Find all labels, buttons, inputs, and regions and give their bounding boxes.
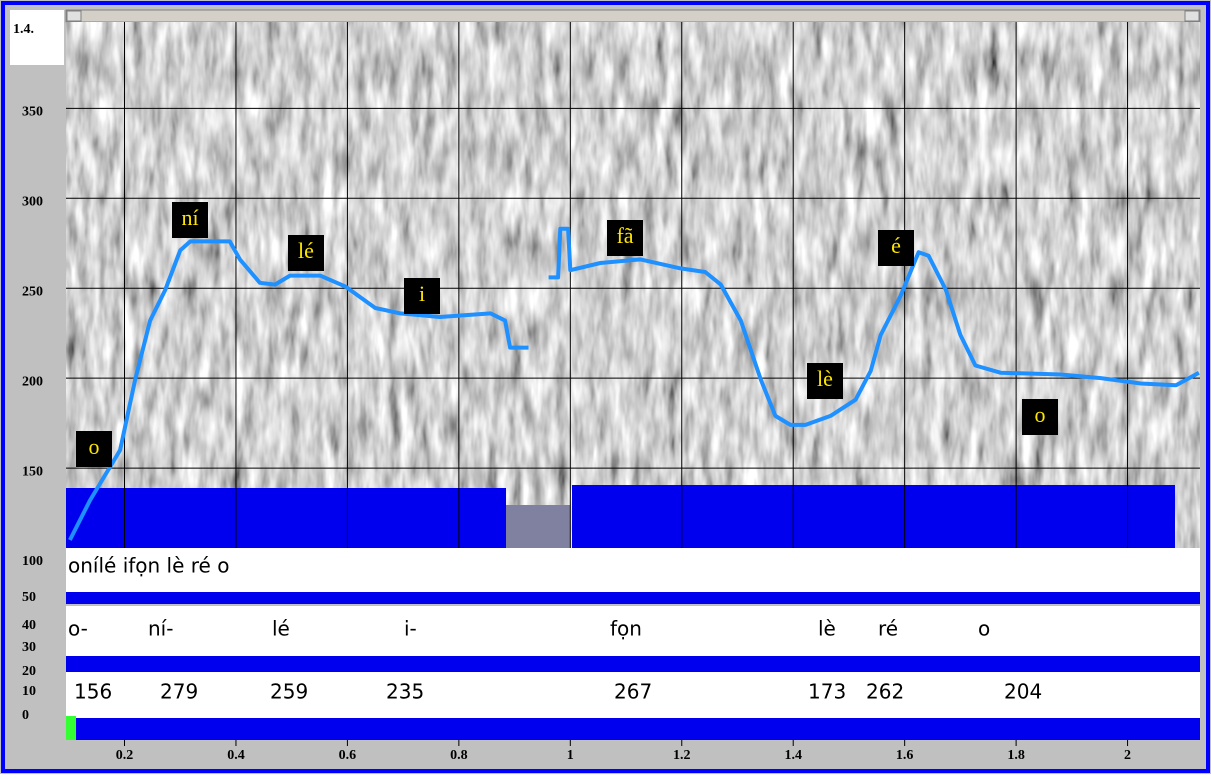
- x-tick-label: 1.4: [784, 748, 802, 763]
- x-tick-label: 1.6: [896, 748, 914, 763]
- corner-box: [10, 10, 64, 65]
- band: [66, 592, 1200, 604]
- syllable-box: [607, 220, 643, 256]
- x-axis-row: [66, 740, 1200, 768]
- x-tick-label: 0.2: [116, 748, 134, 763]
- transcription: onílé ifọn lè ré o: [68, 554, 229, 578]
- energy: [66, 488, 506, 548]
- syllable: lé: [272, 617, 290, 641]
- band: [66, 656, 1200, 672]
- panel-scale-label: 50: [22, 590, 36, 605]
- syllable-annotation: o: [1035, 402, 1046, 427]
- syllable-pitch: 204: [1004, 680, 1042, 704]
- x-tick-label: 0.4: [227, 748, 245, 763]
- x-tick-label: 0.8: [450, 748, 468, 763]
- y-tick-label: 300: [22, 194, 43, 209]
- syllable-annotation: é: [891, 233, 901, 258]
- syllable-row: [66, 606, 1200, 656]
- syllable-pitch: 262: [866, 680, 904, 704]
- syllable: o-: [68, 617, 88, 641]
- syllable-pitch: 259: [270, 680, 308, 704]
- scrollbar[interactable]: [65, 9, 1201, 23]
- syllable: lè: [818, 617, 836, 641]
- syllable: ré: [878, 617, 898, 641]
- syllable-pitch: 279: [160, 680, 198, 704]
- syllable: o: [978, 617, 990, 641]
- syllable-pitch: 156: [74, 680, 112, 704]
- syllable-box: [807, 363, 843, 399]
- x-tick-label: 2: [1124, 748, 1131, 763]
- panel-scale-label: 10: [22, 684, 36, 699]
- syllable-box: [404, 278, 440, 314]
- syllable-box: [172, 202, 208, 238]
- syllable-pitch: 235: [386, 680, 424, 704]
- y-tick-label: 100: [22, 554, 43, 569]
- syllable-annotation: i: [419, 281, 425, 306]
- x-tick-label: 1.2: [673, 748, 691, 763]
- syllable-annotation: ní: [181, 205, 198, 230]
- band: [66, 718, 1200, 740]
- spectrogram: [66, 22, 1200, 548]
- panel-scale-label: 0: [22, 708, 29, 723]
- syllable-annotation: lé: [298, 238, 314, 263]
- pitch-row: [66, 672, 1200, 718]
- syllable-pitch: 173: [808, 680, 846, 704]
- corner-label: 1.4.: [13, 22, 34, 37]
- syllable-box: [878, 230, 914, 266]
- syllable-box: [288, 235, 324, 271]
- syllable-box: [76, 431, 112, 467]
- y-tick-label: 250: [22, 284, 43, 299]
- y-tick-label: 150: [22, 464, 43, 479]
- syllable-annotation: fã: [616, 223, 633, 248]
- scroll-right[interactable]: [1184, 10, 1200, 22]
- energy-band: [66, 485, 1175, 548]
- scroll-left[interactable]: [66, 10, 82, 22]
- panel-scale-label: 40: [22, 618, 36, 633]
- syllable-annotation: lè: [817, 366, 833, 391]
- energy: [572, 485, 1175, 548]
- syllable: ní-: [148, 617, 173, 641]
- syllable: fọn: [610, 617, 642, 641]
- energy: [506, 505, 570, 548]
- y-tick-label: 200: [22, 374, 43, 389]
- syllable-annotation: o: [89, 434, 100, 459]
- syllable: i-: [404, 617, 417, 641]
- x-tick-label: 1: [567, 748, 574, 763]
- x-tick-label: 1.8: [1007, 748, 1025, 763]
- y-tick-label: 350: [22, 105, 43, 120]
- syllable-pitch: 267: [614, 680, 652, 704]
- marker: [66, 716, 76, 740]
- x-tick-label: 0.6: [339, 748, 357, 763]
- transcription-row: [66, 548, 1200, 592]
- syllable-box: [1022, 399, 1058, 435]
- panel-scale-label: 30: [22, 640, 36, 655]
- panel-scale-label: 20: [22, 664, 36, 679]
- pitch-contour: [68, 226, 1200, 541]
